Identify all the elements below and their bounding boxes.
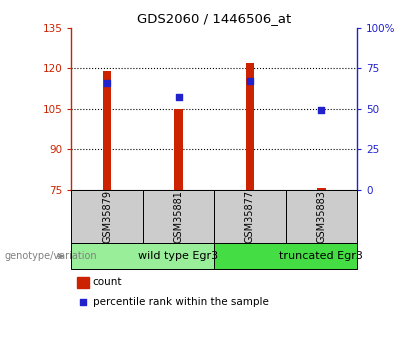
Bar — [214, 190, 286, 243]
Bar — [317, 188, 326, 190]
Text: GSM35881: GSM35881 — [173, 190, 184, 243]
Bar — [214, 243, 357, 269]
Bar — [286, 190, 357, 243]
Bar — [143, 190, 214, 243]
Text: count: count — [93, 277, 122, 287]
Text: GSM35883: GSM35883 — [316, 190, 326, 243]
Bar — [103, 71, 111, 190]
Text: percentile rank within the sample: percentile rank within the sample — [93, 297, 269, 307]
Bar — [71, 190, 143, 243]
Text: GSM35879: GSM35879 — [102, 190, 112, 243]
Text: truncated Egr3: truncated Egr3 — [279, 251, 363, 261]
Point — [79, 299, 86, 305]
Point — [318, 108, 325, 113]
Bar — [174, 109, 183, 190]
Text: genotype/variation: genotype/variation — [4, 251, 97, 261]
Bar — [246, 63, 254, 190]
Point — [247, 78, 253, 84]
Point — [104, 80, 110, 86]
Bar — [71, 243, 214, 269]
Text: wild type Egr3: wild type Egr3 — [139, 251, 218, 261]
Bar — [77, 277, 89, 288]
Title: GDS2060 / 1446506_at: GDS2060 / 1446506_at — [137, 12, 291, 25]
Text: GSM35877: GSM35877 — [245, 190, 255, 243]
Point — [175, 95, 182, 100]
